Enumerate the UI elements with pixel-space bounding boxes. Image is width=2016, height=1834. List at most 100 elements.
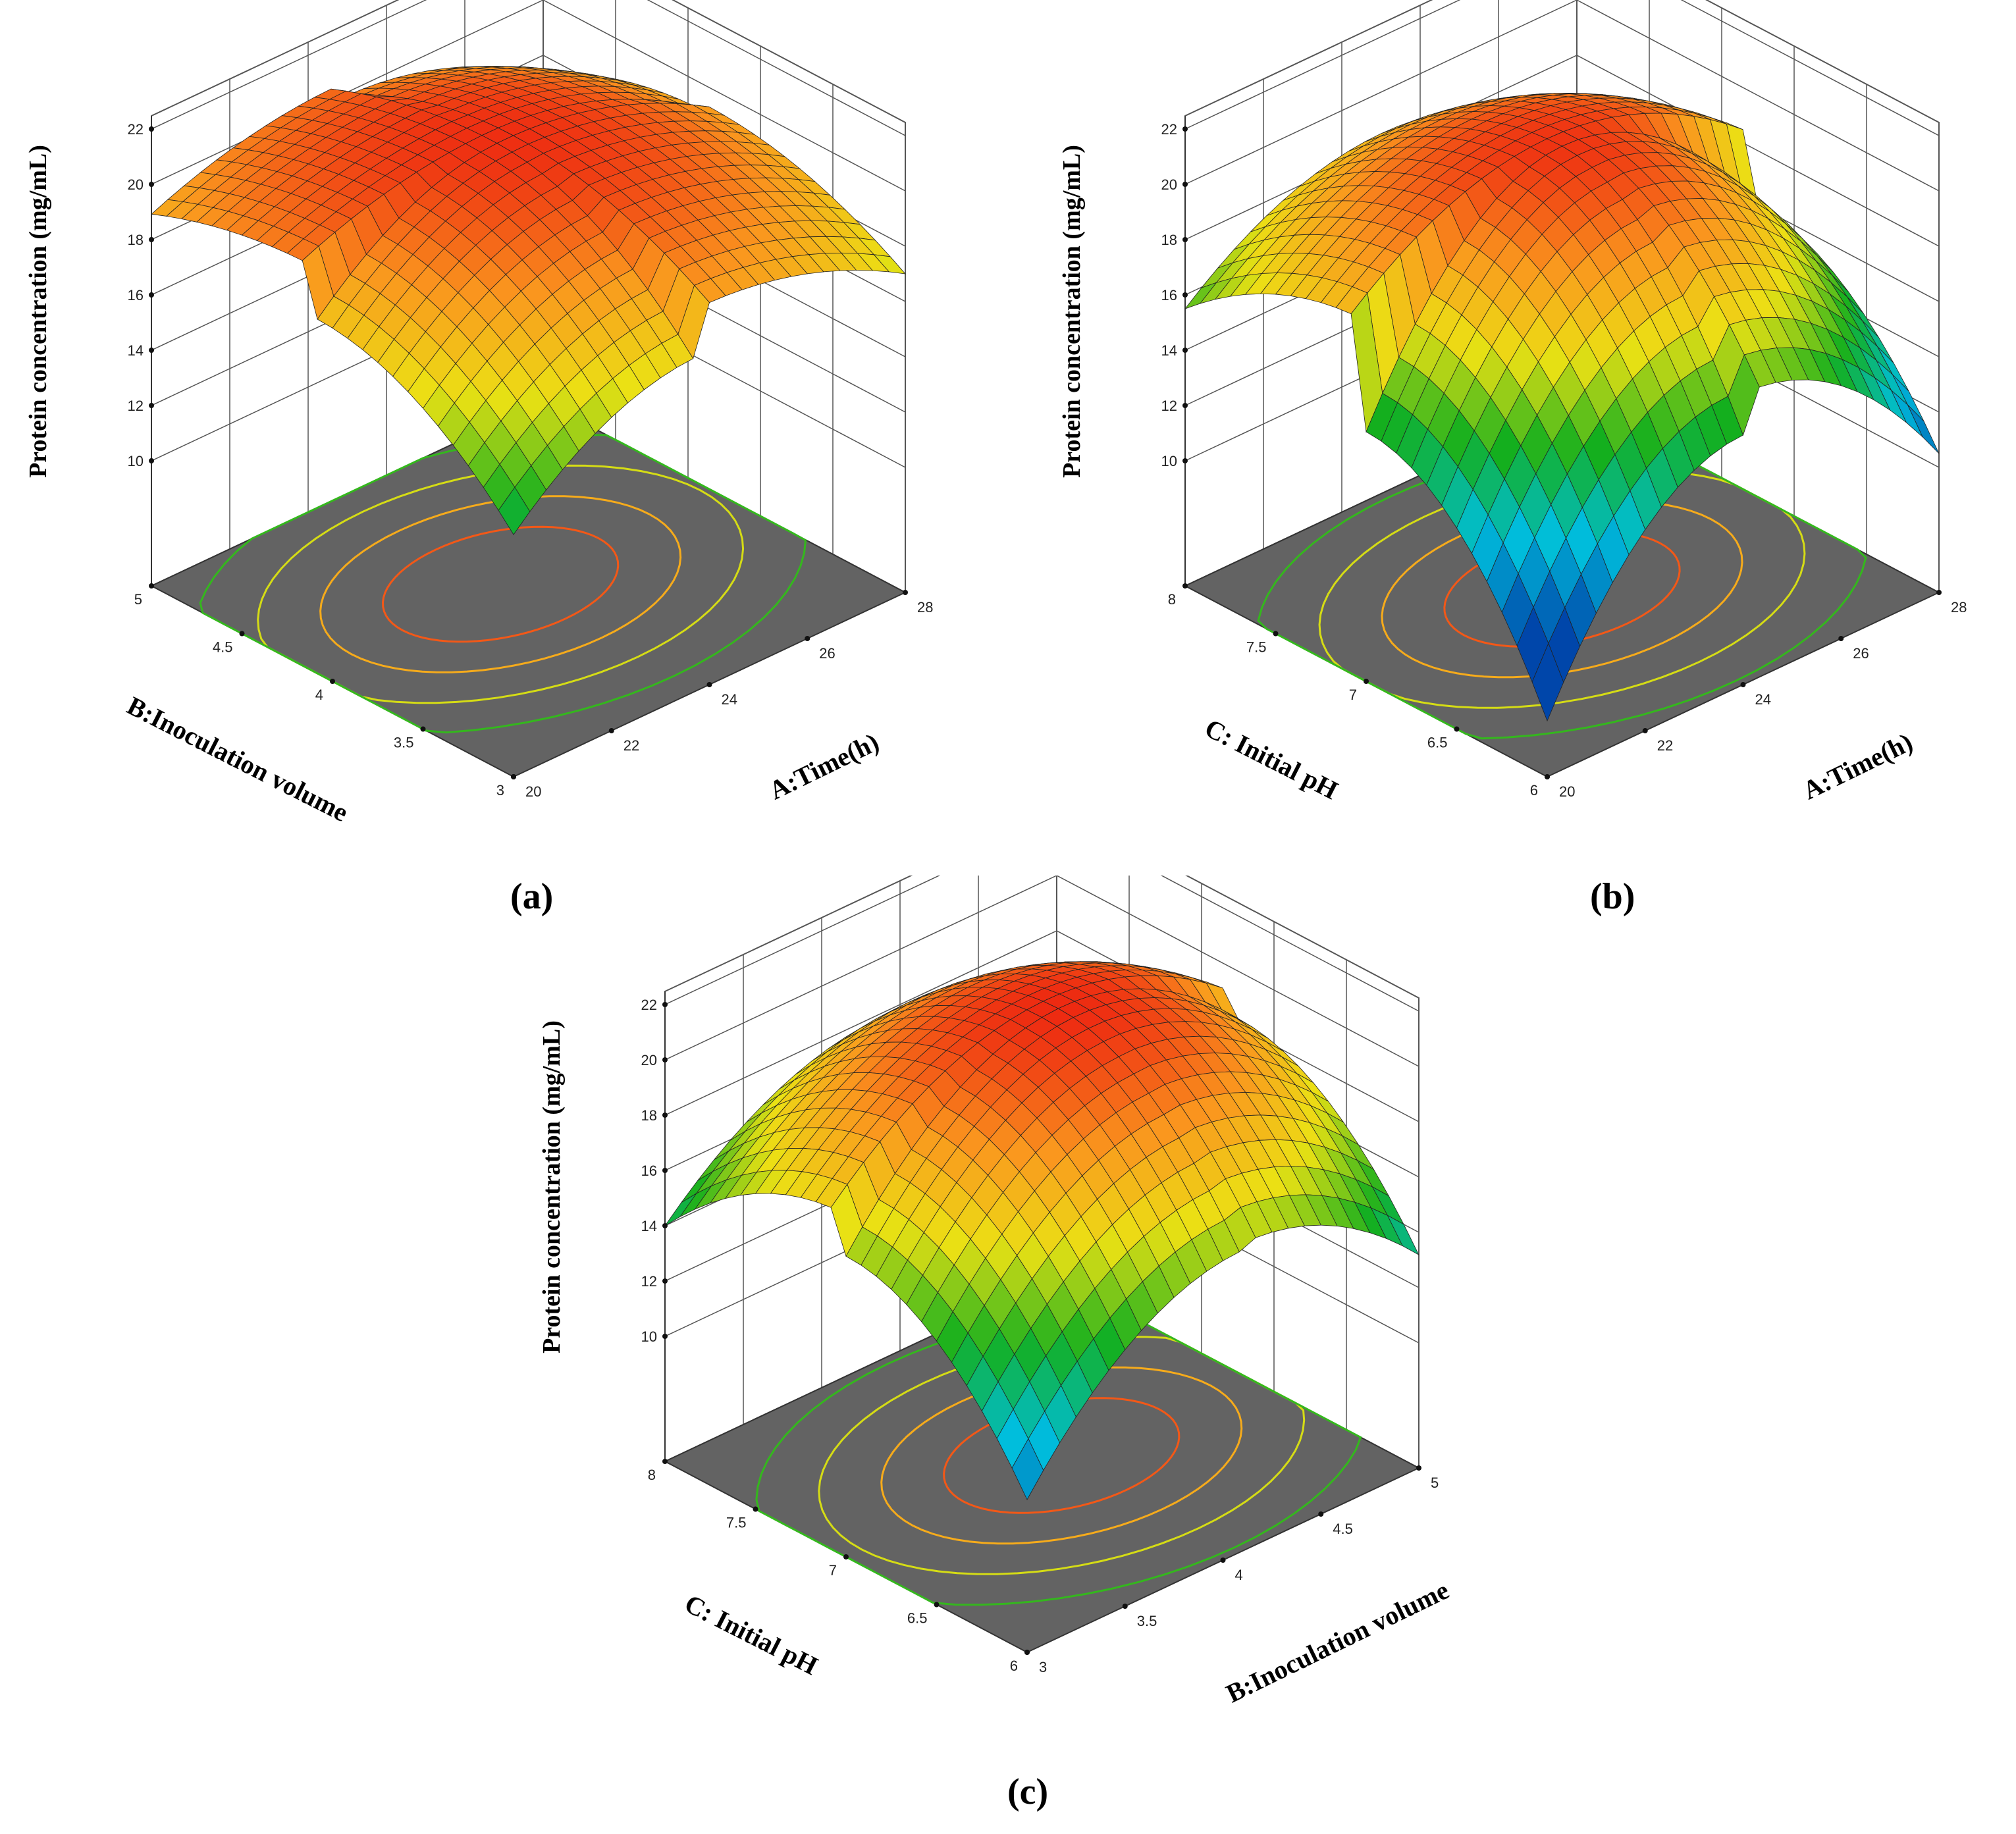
z-tick-label: 12	[1161, 398, 1177, 414]
z-tick-label: 16	[641, 1163, 657, 1179]
y-tick-mark	[1545, 774, 1550, 779]
z-tick-label: 20	[1161, 176, 1177, 193]
z-tick-label: 18	[128, 232, 144, 248]
z-tick-mark	[662, 1002, 668, 1007]
z-tick-label: 22	[1161, 121, 1177, 138]
y-tick-label: 8	[648, 1467, 656, 1483]
x-tick-label: 26	[819, 645, 835, 662]
y-tick-label: 5	[134, 591, 142, 608]
z-tick-mark	[1182, 182, 1188, 187]
z-tick-label: 12	[641, 1273, 657, 1290]
z-tick-label: 20	[128, 176, 144, 193]
z-gridline	[1184, 0, 1940, 192]
z-tick-mark	[149, 182, 154, 187]
panel-label-b: (b)	[1590, 876, 1635, 917]
x-tick-mark	[1318, 1511, 1324, 1517]
z-tick-label: 14	[128, 342, 144, 359]
x-tick-label: 22	[623, 737, 639, 754]
y-tick-mark	[420, 726, 426, 732]
y-tick-label: 7	[829, 1562, 837, 1579]
y-tick-mark	[1273, 631, 1279, 637]
x-tick-label: 4	[1235, 1567, 1243, 1583]
z-tick-mark	[149, 458, 154, 463]
z-tick-mark	[662, 1168, 668, 1173]
x-tick-mark	[903, 590, 908, 595]
y-tick-label: 6.5	[1427, 735, 1448, 751]
y-tick-label: 4.5	[213, 639, 233, 656]
z-tick-label: 10	[641, 1328, 657, 1345]
z-tick-label: 14	[641, 1218, 657, 1234]
chart-panel-c: 10 12 14 16 18 20 22 3 3.5 4 4.5 5 6 6.5 7 7.5 8 B:Inocul…	[514, 806, 1488, 1728]
x-axis-title: A:Time(h)	[764, 727, 884, 805]
x-tick-label: 20	[525, 783, 541, 800]
z-tick-mark	[149, 126, 154, 132]
y-tick-mark	[1024, 1650, 1030, 1655]
y-axis-title: B:Inoculation volume	[122, 691, 353, 827]
y-tick-label: 4	[315, 687, 323, 703]
x-tick-mark	[1220, 1558, 1226, 1563]
x-tick-label: 24	[1755, 691, 1771, 708]
z-tick-mark	[662, 1278, 668, 1284]
y-axis-title: C: Initial pH	[680, 1588, 822, 1681]
surface-cell	[1531, 642, 1564, 722]
x-tick-label: 26	[1853, 645, 1869, 662]
z-tick-mark	[1182, 403, 1188, 408]
z-tick-mark	[662, 1113, 668, 1118]
z-tick-label: 22	[641, 997, 657, 1013]
surface-cell	[1011, 1438, 1044, 1500]
x-tick-label: 28	[1951, 599, 1967, 616]
z-tick-mark	[1182, 348, 1188, 353]
z-gridline	[151, 0, 906, 136]
response-surface	[664, 961, 1419, 1500]
response-surface	[1184, 93, 1940, 722]
y-tick-mark	[753, 1506, 758, 1512]
x-tick-label: 24	[722, 691, 737, 708]
y-tick-label: 6.5	[907, 1610, 928, 1627]
z-tick-label: 12	[128, 398, 144, 414]
z-axis-title: Protein concentration (mg/mL)	[24, 145, 52, 478]
x-tick-label: 22	[1657, 737, 1673, 754]
y-tick-mark	[511, 774, 516, 779]
chart-panel-b: 10 12 14 16 18 20 22 20 22 24 26 28 6 6.5 7 7.5 8 A:Time(…	[1034, 0, 2008, 852]
z-tick-label: 16	[1161, 287, 1177, 303]
y-axis-title: C: Initial pH	[1200, 713, 1342, 805]
y-tick-label: 6	[1010, 1658, 1018, 1674]
contour-line	[319, 495, 682, 673]
z-tick-mark	[1182, 126, 1188, 132]
z-tick-mark	[149, 292, 154, 298]
x-axis-title: A:Time(h)	[1798, 727, 1917, 805]
y-tick-label: 6	[1530, 782, 1538, 799]
x-tick-label: 3	[1039, 1659, 1047, 1675]
z-gridline	[1184, 0, 1940, 136]
y-tick-mark	[934, 1602, 940, 1608]
y-tick-label: 7.5	[1246, 639, 1267, 656]
surface-plot-0: 10 12 14 16 18 20 22 20 22 24 26 28 3 3.5 4 4.5 5 A:Time(…	[24, 0, 933, 827]
z-tick-mark	[1182, 237, 1188, 242]
z-tick-label: 16	[128, 287, 144, 303]
x-tick-mark	[608, 728, 614, 733]
x-tick-label: 5	[1431, 1475, 1439, 1491]
y-tick-mark	[1364, 679, 1369, 684]
x-tick-mark	[706, 682, 712, 687]
z-tick-label: 20	[641, 1052, 657, 1068]
panel-label-c: (c)	[1007, 1771, 1049, 1812]
response-surface	[151, 66, 906, 535]
y-tick-mark	[662, 1459, 668, 1464]
x-tick-label: 28	[917, 599, 933, 616]
z-tick-label: 10	[128, 453, 144, 469]
z-gridline	[664, 875, 1419, 1067]
panel-label-a: (a)	[510, 876, 554, 917]
surface-plot-1: 10 12 14 16 18 20 22 20 22 24 26 28 6 6.5 7 7.5 8 A:Time(…	[1058, 0, 1967, 805]
y-tick-mark	[330, 679, 335, 684]
y-tick-label: 8	[1168, 591, 1176, 608]
z-tick-mark	[1182, 292, 1188, 298]
y-tick-label: 7.5	[726, 1515, 747, 1531]
x-tick-mark	[1838, 636, 1844, 641]
x-tick-label: 4.5	[1333, 1521, 1353, 1537]
surface-chart-c: 10 12 14 16 18 20 22 3 3.5 4 4.5 5 6 6.5 7 7.5 8 B:Inocul…	[538, 806, 1453, 1708]
x-tick-mark	[1416, 1465, 1421, 1471]
z-tick-label: 18	[641, 1107, 657, 1124]
chart-panel-a: 10 12 14 16 18 20 22 20 22 24 26 28 3 3.5 4 4.5 5 A:Time(…	[0, 0, 974, 852]
surface-cell	[498, 486, 531, 535]
x-tick-mark	[1642, 728, 1648, 733]
